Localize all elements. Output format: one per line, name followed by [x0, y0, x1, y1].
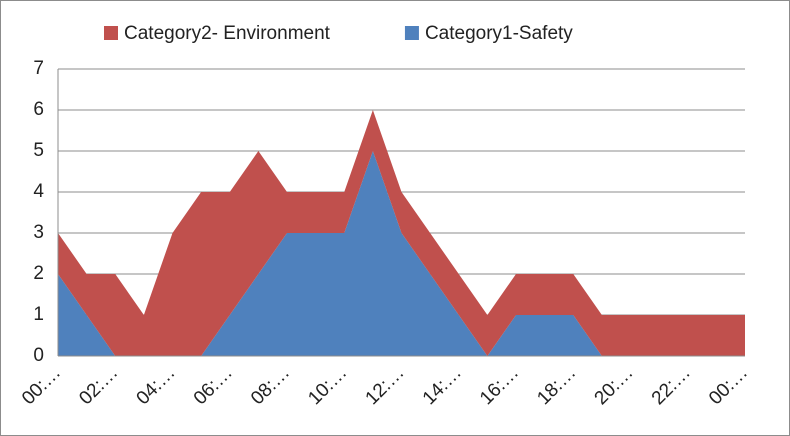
y-tick-label: 6 — [33, 99, 44, 120]
legend-swatch — [404, 26, 419, 40]
y-tick-label: 1 — [33, 304, 44, 325]
y-tick-label: 5 — [33, 140, 44, 161]
y-tick-label: 7 — [33, 58, 44, 79]
y-tick-label: 0 — [33, 345, 44, 366]
area — [58, 151, 745, 356]
legend-label: Category2- Environment — [124, 23, 331, 44]
y-tick-label: 3 — [33, 222, 44, 243]
y-tick-label: 4 — [33, 181, 44, 202]
area — [58, 110, 745, 356]
legend-swatch — [104, 26, 118, 40]
y-tick-label: 2 — [33, 263, 44, 284]
legend-label: Category1-Safety — [425, 23, 573, 44]
